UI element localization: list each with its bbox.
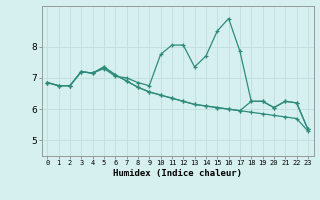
X-axis label: Humidex (Indice chaleur): Humidex (Indice chaleur): [113, 169, 242, 178]
